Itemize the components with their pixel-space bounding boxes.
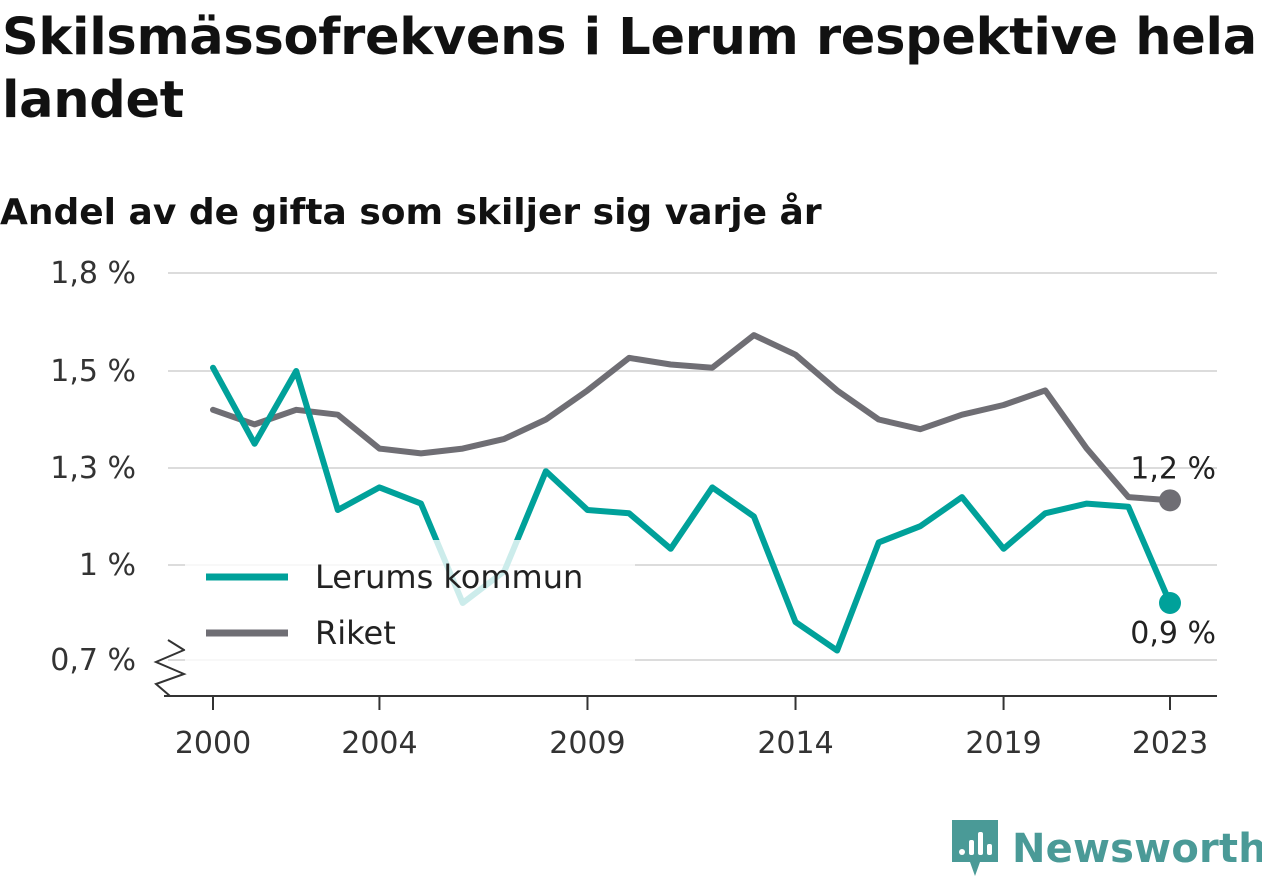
y-tick-label: 1,8 % [50,256,136,291]
x-axis: 2000 2004 2009 2014 2019 2023 [164,695,1217,761]
y-tick-label: 1 % [79,548,136,583]
x-tick-label: 2023 [1132,726,1208,761]
x-tick-label: 2009 [549,726,625,761]
end-label-lerum: 0,9 % [1130,616,1216,651]
y-tick-label: 1,3 % [50,451,136,486]
x-tick-label: 2019 [965,726,1041,761]
end-label-riket: 1,2 % [1130,451,1216,486]
x-tick-label: 2000 [175,726,251,761]
y-tick-label: 1,5 % [50,354,136,389]
y-tick-label: 0,7 % [50,643,136,678]
end-labels: 1,2 % 0,9 % [1130,451,1216,651]
chart-title: Skilsmässofrekvens i Lerum respektive he… [2,8,1257,130]
x-tick-label: 2004 [341,726,417,761]
x-tick-label: 2014 [757,726,833,761]
series-end-point [1159,592,1181,614]
series-line-lerum [210,364,1173,654]
legend-label: Riket [315,614,396,652]
brand-name: Newsworthy [1012,826,1262,872]
axis-break-icon [153,639,187,697]
newsworthy-logo: Newsworthy [950,818,1262,880]
series-line-riket [210,332,1173,504]
legend-label: Lerums kommun [315,558,583,596]
series-end-point [1159,489,1181,512]
series-lines [210,332,1181,654]
chart-subtitle: Andel av de gifta som skiljer sig varje … [0,192,822,233]
y-axis-ticks: 0,7 % 1 % 1,3 % 1,5 % 1,8 % [50,256,187,697]
legend-background [185,540,635,662]
bar-chart-speech-bubble-icon [952,820,998,876]
legend: Lerums kommun Riket [185,540,635,662]
